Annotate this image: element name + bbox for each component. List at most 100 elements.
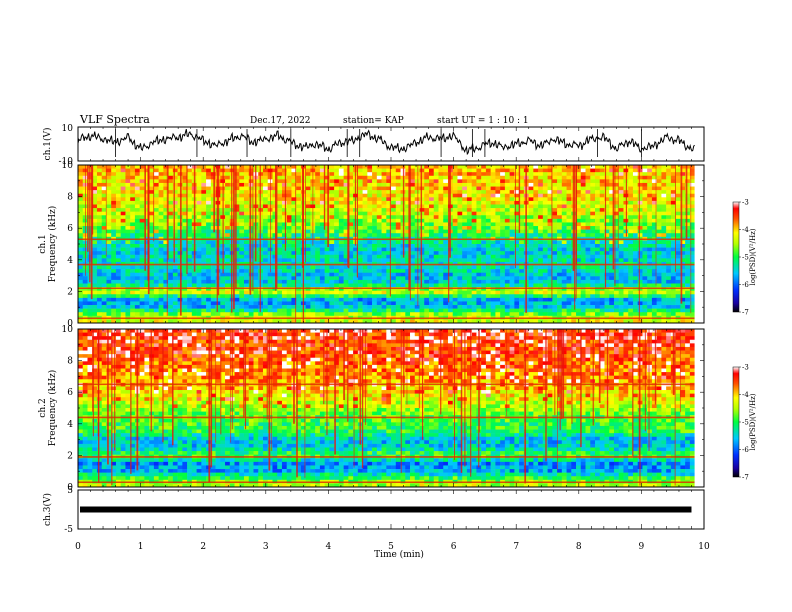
ch1-spec-cell [466,168,472,173]
ch1-spec-cell [395,211,401,216]
ch1-spec-cell [201,182,207,187]
ch1-spec-cell [666,175,672,180]
ch1-spec-cell [466,193,472,198]
ch1-spec-cell [623,279,629,284]
ch1-spec-cell [580,233,586,238]
ch1-spec-cell [329,247,335,252]
ch1-spec-cell [685,208,691,212]
ch1-spec-cell [495,193,501,198]
ch1-spec-cell [386,208,392,212]
ch1-spec-cell [348,279,354,284]
ch1-spec-cell [395,208,401,212]
ch1-spec-cell [96,197,103,202]
ch1-spec-cell [538,197,544,202]
ch1-spec-cell [106,175,112,180]
ch1-spec-cell [334,226,340,230]
ch1-spec-cell [324,233,330,238]
ch1-spec-cell [272,240,278,245]
ch1-spec-cell [286,258,292,263]
ch1-spec-cell [519,244,525,248]
ch1-spec-cell [163,218,169,223]
ch1-spec-cell [163,276,169,281]
ch1-spec-cell [675,229,681,234]
ch1-spec-cell [471,229,477,234]
ch1-spec-cell [182,190,188,195]
ch1-spec-cell [514,186,520,191]
ch1-spec-cell [466,172,472,177]
ch1-spec-cell [296,244,302,248]
ch1-spec-cell [632,269,638,274]
ch1-spec-cell [286,215,292,220]
ch1-spec-cell [675,283,681,288]
ch1-spec-cell [561,175,567,180]
ch1-spec-cell [590,247,596,252]
ch1-spec-cell [595,244,601,248]
ch1-spec-cell [495,168,501,173]
ch1-spec-cell [410,283,416,288]
ch1-spec-cell [357,218,363,223]
ch1-spec-cell [111,269,117,274]
ch1-spec-cell [220,294,226,299]
ch1-spec-cell [210,258,216,263]
ch1-spec-cell [504,269,510,274]
ch1-spec-cell [428,247,435,252]
ch1-spec-cell [149,204,155,209]
ch1-spec-cell [372,168,378,173]
ch1-spec-cell [533,244,539,248]
ch1-spec-cell [291,251,297,256]
ch1-spec-cell [96,222,103,227]
ch1-spec-cell [443,229,449,234]
ch1-spec-cell [438,200,444,205]
ch1-spec-cell [253,265,259,270]
ch1-spec-cell [485,251,491,256]
ch1-spec-cell [130,229,136,234]
ch1-spec-cell [168,283,174,288]
ch1-spec-cell [443,258,449,263]
ch1-spec-cell [410,258,416,263]
ch1-spec-cell [101,197,107,202]
ch1-spec-cell [528,269,534,274]
ch1-spec-cell [642,258,648,263]
ch1-spec-cell [305,208,311,212]
ch1-spec-cell [281,254,287,259]
ch1-spec-cell [618,175,624,180]
ch1-spec-cell [561,208,567,212]
ch1-spec-cell [277,182,283,187]
ch1-spec-cell [628,229,634,234]
ch1-spec-cell [267,297,273,302]
ch1-spec-cell [334,215,340,220]
ch1-spec-cell [481,279,487,284]
ch1-spec-cell [618,165,624,169]
ch1-spec-cell [462,279,468,284]
ch1-spec-cell [367,244,373,248]
ch1-spec-cell [647,258,653,263]
ch1-spec-cell [457,283,463,288]
ch1-spec-cell [338,175,344,180]
ch1-spec-cell [462,193,468,198]
ch1-spec-cell [433,251,439,256]
ch1-spec-cell [452,279,458,284]
ch1-spec-cell [661,200,667,205]
ch1-spec-cell [92,251,98,256]
ch1-spec-cell [329,283,335,288]
ch1-spec-cell [324,211,330,216]
ch1-spec-cell [566,168,572,173]
ch1-spec-cell [410,279,416,284]
ch1-spec-cell [490,215,496,220]
ch1-spec-cell [291,265,297,270]
ch1-spec-cell [106,226,112,230]
ch1-spec-cell [590,190,596,195]
ch1-spec-cell [609,258,615,263]
ch1-spec-cell [580,229,586,234]
ch1-spec-cell [447,283,454,288]
ch1-spec-cell [533,258,539,263]
ch1-spec-cell [618,222,624,227]
ch1-spec-cell [319,297,325,302]
ch1-spec-cell [637,247,643,252]
ch1-spec-cell [191,276,197,281]
ch1-spec-cell [623,240,629,245]
ch1-spec-cell [538,222,544,227]
ch1-spec-cell [500,258,506,263]
ch1-spec-cell [139,182,145,187]
ch1-spec-cell [191,297,197,302]
